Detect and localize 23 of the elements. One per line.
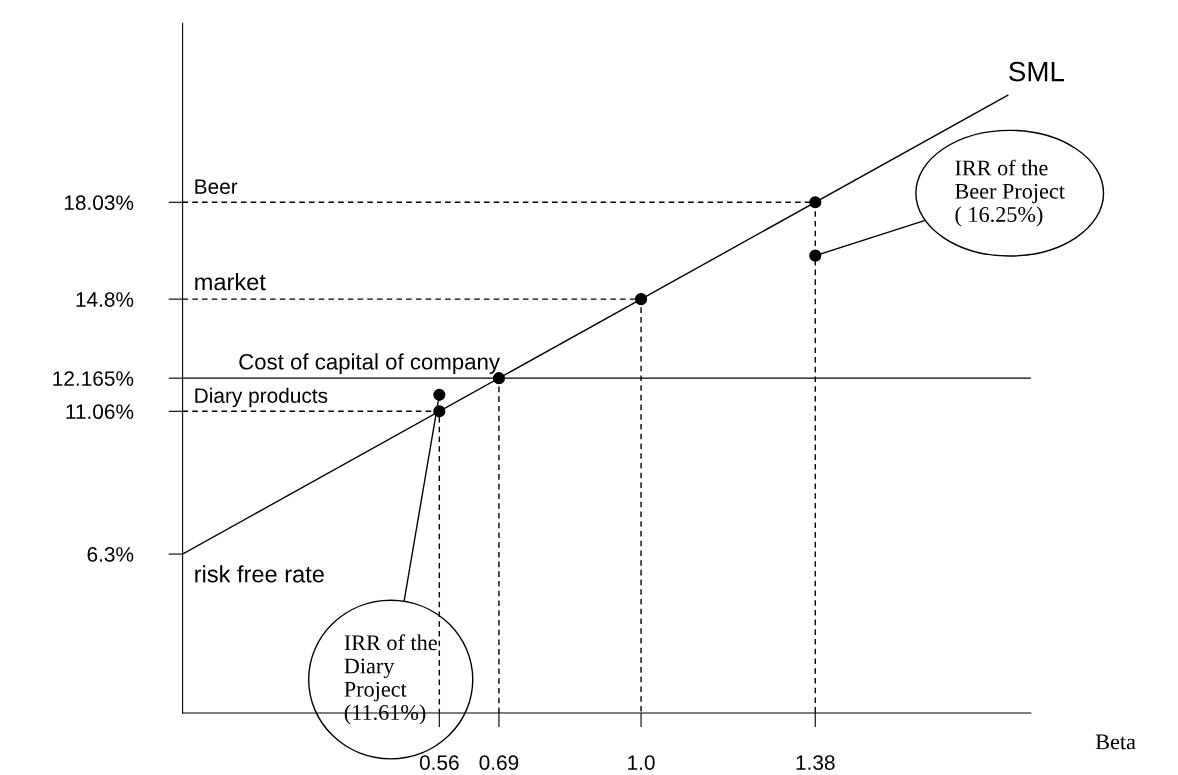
x-tick-label: 0.69 bbox=[479, 755, 519, 770]
x-axis-title: Beta bbox=[1095, 734, 1136, 750]
annotation: market bbox=[195, 272, 266, 291]
annotation: SML bbox=[1009, 61, 1065, 82]
annotation: risk free rate bbox=[195, 565, 324, 583]
point bbox=[809, 249, 822, 262]
x-tick-label: 1.0 bbox=[628, 755, 655, 770]
point bbox=[492, 372, 506, 385]
ref-line-label: Cost of capital of company bbox=[239, 353, 500, 374]
annotation: Diary products bbox=[195, 387, 328, 408]
point bbox=[634, 293, 648, 306]
annotation: Beer bbox=[195, 179, 238, 194]
point bbox=[809, 196, 822, 209]
annotation: IRR of the Diary Project (11.61%) bbox=[344, 634, 437, 725]
y-tick-label: 14.8% bbox=[76, 292, 134, 307]
point bbox=[433, 388, 446, 401]
x-tick-label: 0.56 bbox=[419, 755, 459, 770]
y-tick-label: 11.06% bbox=[66, 404, 134, 420]
y-tick-label: 6.3% bbox=[87, 547, 134, 562]
x-tick-label: 1.38 bbox=[796, 755, 835, 770]
y-tick-label: 18.03% bbox=[64, 195, 134, 211]
annotation: IRR of the Beer Project ( 16.25%) bbox=[955, 159, 1065, 227]
y-tick-label: 12.165% bbox=[53, 371, 134, 386]
